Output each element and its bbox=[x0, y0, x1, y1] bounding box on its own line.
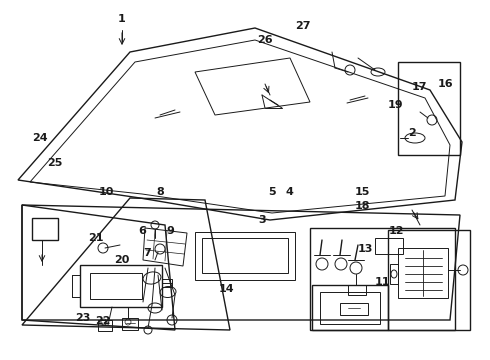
Text: 5: 5 bbox=[268, 186, 276, 197]
Text: 11: 11 bbox=[374, 276, 390, 287]
Bar bbox=[90, 273, 142, 299]
Text: 8: 8 bbox=[157, 186, 165, 197]
Text: 6: 6 bbox=[138, 226, 146, 236]
Text: 27: 27 bbox=[295, 21, 311, 31]
Text: 14: 14 bbox=[219, 284, 234, 294]
Text: 24: 24 bbox=[32, 132, 48, 143]
Text: 7: 7 bbox=[143, 248, 151, 258]
Text: 19: 19 bbox=[388, 100, 404, 110]
Text: 10: 10 bbox=[99, 186, 115, 197]
Text: 3: 3 bbox=[258, 215, 266, 225]
Text: 20: 20 bbox=[114, 255, 129, 265]
Bar bbox=[122, 318, 138, 330]
Text: 18: 18 bbox=[355, 201, 370, 211]
Text: 26: 26 bbox=[257, 35, 272, 45]
Text: 9: 9 bbox=[167, 226, 174, 236]
Text: 25: 25 bbox=[47, 158, 63, 168]
Text: 2: 2 bbox=[408, 128, 416, 138]
Bar bbox=[390, 264, 398, 284]
Text: 22: 22 bbox=[95, 316, 111, 326]
Text: 4: 4 bbox=[285, 186, 293, 197]
Text: 13: 13 bbox=[357, 244, 373, 254]
Text: 15: 15 bbox=[355, 186, 370, 197]
Bar bbox=[348, 285, 366, 295]
Text: 21: 21 bbox=[88, 233, 103, 243]
Bar bbox=[80, 265, 162, 307]
Bar bbox=[32, 218, 58, 240]
Text: 1: 1 bbox=[118, 14, 125, 24]
Text: 12: 12 bbox=[389, 226, 405, 236]
Bar bbox=[98, 320, 112, 331]
Bar bbox=[340, 303, 368, 315]
Text: 17: 17 bbox=[411, 82, 427, 92]
Bar bbox=[162, 279, 172, 287]
Bar bbox=[375, 238, 403, 254]
Text: 16: 16 bbox=[438, 78, 454, 89]
Text: 23: 23 bbox=[74, 312, 90, 323]
